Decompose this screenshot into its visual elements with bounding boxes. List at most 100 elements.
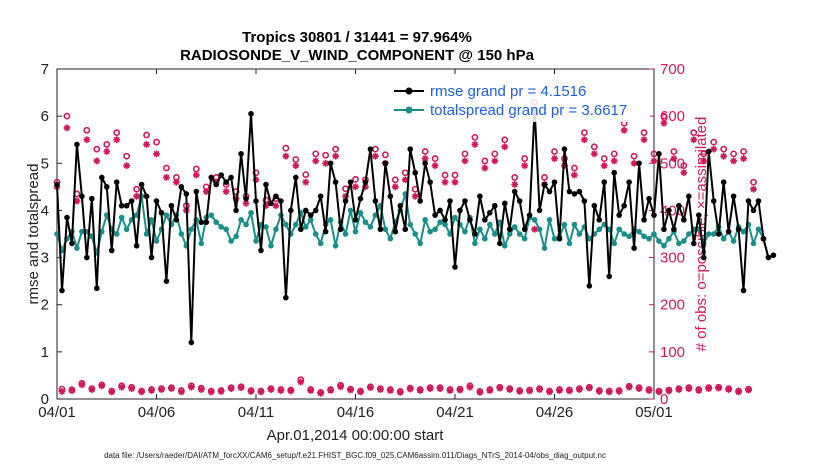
rmse-point	[720, 179, 727, 185]
totalspread-point	[178, 231, 185, 237]
rmse-point	[98, 174, 105, 181]
obs-assimilated-point	[277, 387, 285, 394]
rmse-point	[173, 217, 180, 223]
obs-assimilated-point	[113, 136, 121, 144]
obs-assimilated-point	[153, 150, 160, 158]
rmse-point	[760, 235, 767, 242]
totalspread-point	[342, 231, 349, 237]
rmse-point	[79, 193, 85, 200]
legend-box	[392, 80, 650, 122]
x-tick-label: 05/01	[635, 404, 673, 421]
rmse-point	[283, 294, 289, 301]
y-tick-label-left: 3	[41, 250, 49, 267]
obs-possible-point	[431, 155, 439, 162]
totalspread-point	[223, 226, 229, 233]
obs-assimilated-point	[710, 145, 718, 153]
obs-assimilated-point	[715, 384, 723, 392]
rmse-point	[591, 202, 598, 209]
obs-assimilated-point	[118, 383, 126, 391]
obs-assimilated-point	[735, 388, 742, 396]
y-tick-label-right: 300	[660, 250, 685, 267]
x-axis-label: Apr.01,2014 00:00:00 start	[267, 427, 445, 444]
rmse-point	[511, 188, 518, 195]
obs-assimilated-point	[610, 157, 618, 165]
obs-assimilated-point	[496, 384, 504, 392]
rmse-point	[113, 179, 120, 185]
totalspread-point	[501, 242, 508, 249]
obs-assimilated-point	[168, 385, 175, 393]
obs-assimilated-point	[68, 386, 76, 393]
rmse-point	[735, 226, 742, 233]
totalspread-point	[123, 226, 130, 233]
obs-assimilated-point	[148, 387, 155, 394]
obs-assimilated-point	[58, 388, 66, 395]
totalspread-point	[626, 233, 632, 240]
rmse-point	[492, 202, 498, 209]
obs-assimilated-point	[585, 384, 593, 392]
obs-assimilated-point	[197, 386, 205, 393]
rmse-point	[153, 198, 160, 204]
rmse-point	[163, 278, 170, 284]
rmse-point	[606, 273, 613, 280]
totalspread-point	[248, 209, 254, 216]
obs-possible-point	[153, 138, 160, 146]
rmse-point	[516, 198, 523, 204]
obs-assimilated-point	[352, 183, 359, 191]
totalspread-point	[412, 231, 419, 237]
obs-possible-point	[690, 129, 698, 137]
obs-assimilated-point	[491, 157, 499, 165]
rmse-point	[417, 198, 423, 204]
rmse-point	[571, 191, 578, 197]
obs-possible-point	[660, 112, 668, 120]
obs-assimilated-point	[615, 388, 623, 395]
obs-possible-point	[133, 185, 140, 193]
obs-assimilated-point	[192, 171, 200, 179]
totalspread-point	[666, 235, 672, 242]
totalspread-point	[646, 235, 652, 242]
rmse-point	[730, 193, 737, 200]
obs-assimilated-point	[630, 159, 638, 167]
rmse-point	[74, 141, 80, 148]
rmse-point	[546, 188, 553, 195]
totalspread-point	[437, 219, 443, 226]
rmse-point	[695, 212, 702, 218]
rmse-point	[526, 212, 533, 218]
rmse-point	[268, 200, 274, 207]
rmse-point	[457, 207, 463, 214]
totalspread-point	[312, 231, 319, 237]
obs-assimilated-point	[695, 387, 703, 394]
obs-assimilated-point	[436, 385, 444, 393]
obs-assimilated-point	[391, 183, 399, 191]
totalspread-point	[243, 221, 249, 228]
obs-possible-point	[93, 145, 101, 153]
obs-possible-point	[501, 136, 509, 144]
obs-possible-point	[163, 164, 170, 172]
totalspread-point	[710, 231, 717, 237]
totalspread-point	[382, 226, 389, 233]
totalspread-point	[427, 228, 433, 235]
rmse-point	[278, 198, 284, 204]
totalspread-point	[681, 238, 687, 244]
rmse-point	[59, 287, 65, 294]
obs-assimilated-point	[88, 386, 96, 393]
totalspread-point	[228, 238, 234, 244]
totalspread-point	[79, 228, 85, 235]
obs-assimilated-point	[411, 192, 419, 200]
totalspread-point	[621, 231, 627, 237]
obs-assimilated-point	[317, 389, 325, 397]
obs-assimilated-point	[605, 388, 613, 396]
totalspread-point	[586, 235, 593, 242]
obs-assimilated-point	[63, 124, 71, 132]
obs-assimilated-point	[461, 157, 469, 165]
totalspread-point	[307, 217, 314, 223]
obs-assimilated-point	[217, 388, 225, 395]
totalspread-point	[293, 221, 299, 228]
rmse-point	[138, 181, 145, 188]
obs-assimilated-point	[187, 383, 195, 391]
rmse-point	[427, 179, 433, 185]
totalspread-point	[492, 231, 498, 237]
obs-possible-point	[521, 155, 529, 162]
rmse-point	[347, 179, 354, 185]
rmse-point	[273, 193, 279, 200]
